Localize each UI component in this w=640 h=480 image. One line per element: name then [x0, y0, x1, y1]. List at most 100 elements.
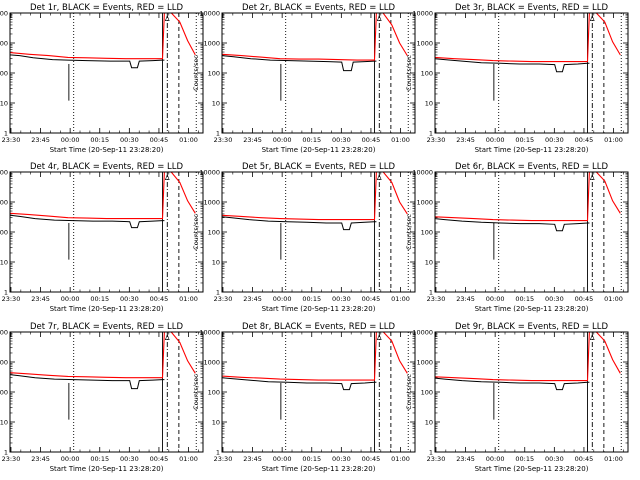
panel-1: Det 1r, BLACK = Events, RED = LLD Counts/…	[0, 3, 204, 154]
events-series-line	[10, 374, 165, 390]
series-group	[222, 172, 408, 231]
y-tick-label: 1	[4, 449, 8, 457]
x-tick-label: 00:15	[90, 455, 109, 463]
x-tick-label: 23:45	[243, 455, 262, 463]
x-tick-label: 00:00	[273, 136, 292, 144]
y-tick-label: 1	[216, 130, 220, 138]
series-group	[10, 172, 196, 229]
y-tick-label: 1000	[416, 199, 433, 207]
y-axis-label: Counts/sec	[405, 374, 413, 410]
x-tick-label: 23:30	[2, 136, 21, 144]
x-tick-label: 01:00	[179, 136, 198, 144]
y-axis-label: Counts/sec	[405, 214, 413, 250]
y-tick-label: 100	[208, 70, 220, 78]
y-tick-label: 100	[0, 389, 8, 397]
x-tick-label: 00:00	[486, 295, 505, 303]
series-group	[435, 332, 621, 391]
plot-frame	[221, 171, 416, 293]
x-tick-label: 00:45	[362, 136, 381, 144]
y-tick-label: 10000	[199, 169, 220, 177]
x-tick-label: 00:45	[362, 295, 381, 303]
series-group	[10, 13, 196, 69]
events-series-line	[435, 218, 590, 232]
x-tick-label: 00:45	[575, 295, 594, 303]
panel-5: Det 5r, BLACK = Events, RED = LLD Counts/…	[192, 162, 416, 313]
panel-title: Det 1r, BLACK = Events, RED = LLD	[30, 3, 184, 13]
y-tick-label: 100	[0, 70, 8, 78]
flag-glyph: Δ	[377, 334, 382, 342]
panel-8: Det 8r, BLACK = Events, RED = LLD Counts/…	[192, 322, 416, 473]
lld-series-line	[10, 172, 196, 220]
x-tick-label: 23:45	[31, 136, 50, 144]
lld-series-line	[222, 13, 408, 61]
x-tick-label: 00:45	[150, 455, 169, 463]
x-tick-label: 00:15	[90, 136, 109, 144]
y-tick-label: 1	[429, 289, 433, 297]
y-tick-label: 10000	[199, 10, 220, 18]
x-tick-label: 00:30	[545, 455, 564, 463]
plot-frame	[221, 12, 416, 134]
events-series-line	[10, 54, 165, 69]
x-tick-label: 00:00	[486, 136, 505, 144]
flag-glyph: Δ	[377, 15, 382, 23]
x-tick-label: 00:15	[302, 455, 321, 463]
x-tick-label: 01:00	[179, 295, 198, 303]
y-tick-label: 1000	[0, 359, 8, 367]
panel-7: Det 7r, BLACK = Events, RED = LLD Counts/…	[0, 322, 204, 473]
y-tick-label: 10000	[412, 169, 433, 177]
y-tick-label: 10000	[0, 169, 8, 177]
y-tick-label: 10000	[0, 10, 8, 18]
x-tick-label: 23:30	[214, 136, 233, 144]
y-tick-label: 10	[212, 419, 220, 427]
y-tick-label: 10	[425, 419, 433, 427]
lld-series-line	[222, 332, 408, 381]
y-tick-label: 1000	[0, 40, 8, 48]
x-tick-label: 01:00	[391, 295, 410, 303]
x-tick-label: 00:30	[120, 295, 139, 303]
x-tick-label: 01:00	[391, 136, 410, 144]
flag-glyph: Δ	[165, 334, 170, 342]
x-axis-label: Start Time (20-Sep-11 23:28:20)	[475, 146, 589, 154]
y-tick-label: 1	[216, 449, 220, 457]
x-tick-label: 23:30	[2, 295, 21, 303]
x-tick-label: 01:00	[179, 455, 198, 463]
x-tick-label: 00:15	[302, 136, 321, 144]
x-tick-label: 23:45	[31, 455, 50, 463]
panel-6: Det 6r, BLACK = Events, RED = LLD Counts/…	[405, 162, 629, 313]
x-axis-label: Start Time (20-Sep-11 23:28:20)	[50, 305, 164, 313]
plot-frame	[9, 171, 204, 293]
lld-series-line	[10, 13, 196, 60]
flag-glyph: Δ	[590, 15, 595, 23]
flag-glyph: Δ	[165, 174, 170, 182]
x-axis-label: Start Time (20-Sep-11 23:28:20)	[475, 465, 589, 473]
x-axis-label: Start Time (20-Sep-11 23:28:20)	[262, 305, 376, 313]
x-tick-label: 00:00	[486, 455, 505, 463]
y-tick-label: 10	[0, 419, 8, 427]
x-tick-label: 00:15	[515, 295, 534, 303]
x-axis-label: Start Time (20-Sep-11 23:28:20)	[50, 465, 164, 473]
y-tick-label: 1	[429, 449, 433, 457]
flag-glyph: Δ	[590, 334, 595, 342]
y-tick-label: 1	[429, 130, 433, 138]
panel-title: Det 6r, BLACK = Events, RED = LLD	[455, 162, 609, 172]
lld-series-line	[435, 13, 621, 63]
events-series-line	[222, 377, 377, 391]
plot-frame	[434, 12, 629, 134]
y-tick-label: 1000	[416, 40, 433, 48]
panel-title: Det 8r, BLACK = Events, RED = LLD	[242, 322, 396, 332]
x-tick-label: 23:45	[456, 295, 475, 303]
y-tick-label: 10000	[412, 10, 433, 18]
x-tick-label: 00:45	[575, 455, 594, 463]
plot-frame	[9, 331, 204, 453]
lld-series-line	[222, 172, 408, 221]
x-tick-label: 23:45	[456, 136, 475, 144]
x-tick-label: 23:30	[427, 295, 446, 303]
x-tick-label: 00:30	[545, 136, 564, 144]
x-axis-label: Start Time (20-Sep-11 23:28:20)	[262, 465, 376, 473]
panel-title: Det 5r, BLACK = Events, RED = LLD	[242, 162, 396, 172]
x-tick-label: 23:45	[243, 136, 262, 144]
x-tick-label: 01:00	[604, 455, 623, 463]
x-tick-label: 23:30	[214, 295, 233, 303]
y-tick-label: 100	[0, 229, 8, 237]
